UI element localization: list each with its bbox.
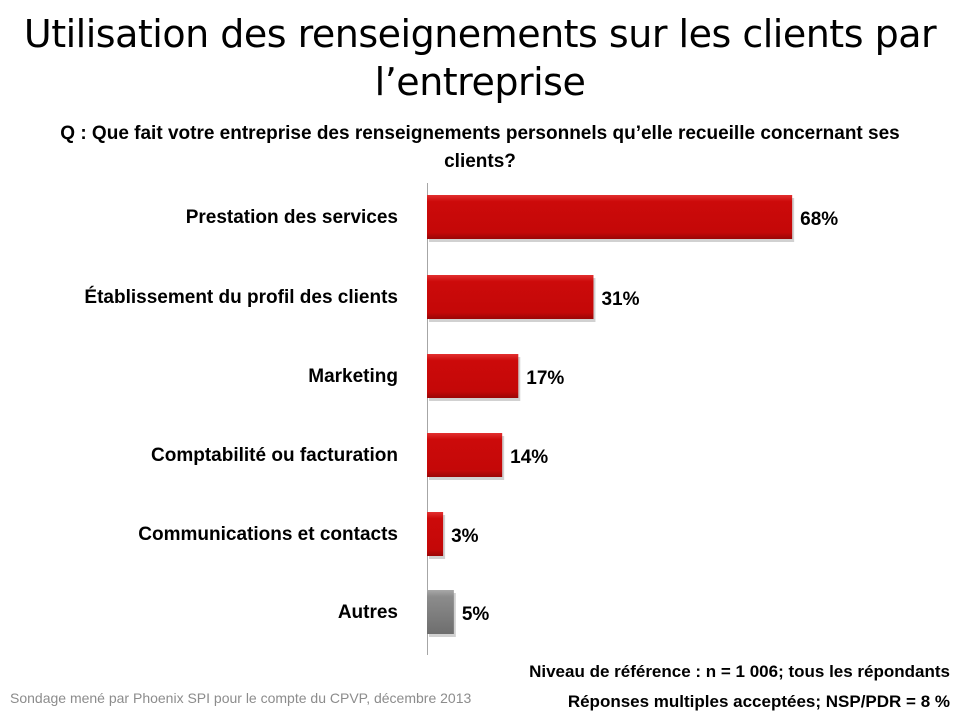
bar	[427, 433, 503, 477]
chart-subtitle: Q : Que fait votre entreprise des rensei…	[60, 123, 900, 172]
bar	[427, 354, 519, 398]
bar	[427, 195, 793, 239]
value-label: 5%	[462, 604, 490, 625]
value-label: 31%	[601, 289, 639, 310]
chart-title: Utilisation des renseignements sur les c…	[23, 12, 937, 104]
bar	[427, 590, 454, 634]
source-note: Sondage mené par Phoenix SPI pour le com…	[10, 690, 472, 706]
value-label: 68%	[800, 209, 838, 230]
category-label: Communications et contacts	[138, 524, 398, 545]
category-label: Marketing	[308, 366, 398, 387]
multiple-answers-note: Réponses multiples acceptées; NSP/PDR = …	[567, 692, 950, 711]
bar	[427, 512, 444, 556]
bar	[427, 275, 594, 319]
category-label: Établissement du profil des clients	[84, 286, 398, 308]
category-label: Comptabilité ou facturation	[151, 445, 398, 466]
value-label: 14%	[510, 447, 548, 468]
base-note: Niveau de référence : n = 1 006; tous le…	[529, 662, 950, 681]
category-label: Autres	[338, 602, 398, 623]
value-label: 17%	[526, 368, 564, 389]
value-label: 3%	[451, 526, 479, 547]
category-label: Prestation des services	[186, 207, 398, 228]
